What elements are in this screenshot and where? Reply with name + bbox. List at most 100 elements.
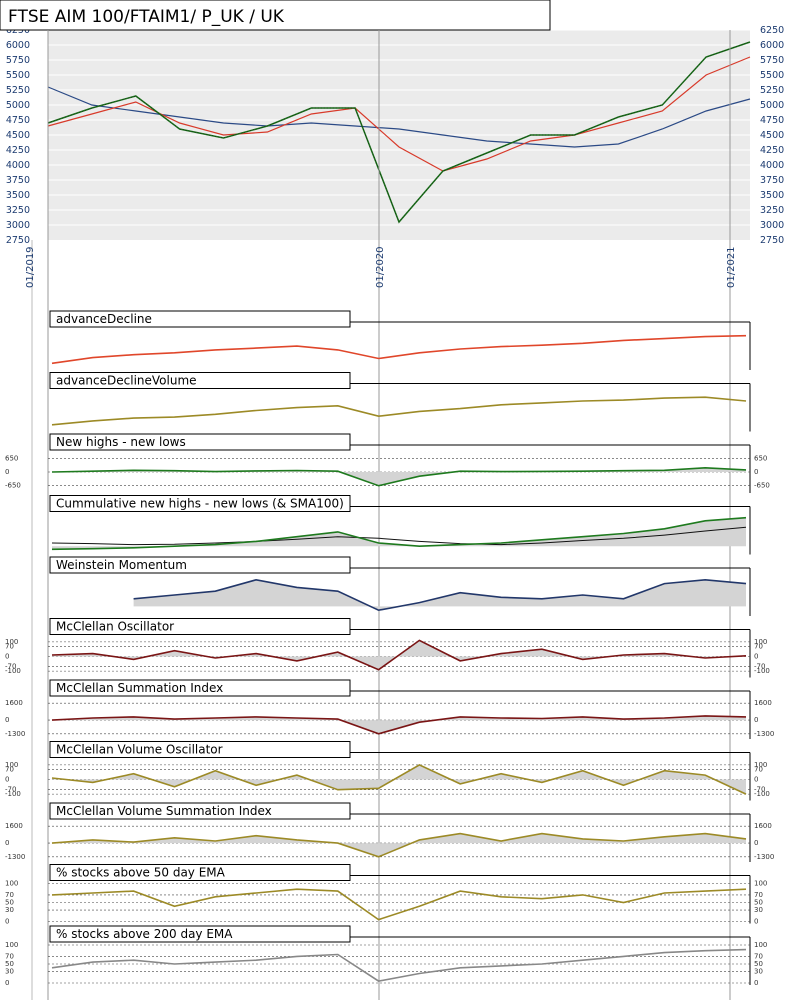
panel-area-fill bbox=[52, 715, 746, 734]
indicator-panel: advanceDecline bbox=[49, 310, 751, 370]
panel-tick-right: 50 bbox=[754, 960, 763, 968]
panel-tick-left: 0 bbox=[5, 653, 9, 661]
panel-tick-left: -1300 bbox=[5, 853, 25, 861]
panel-tick-right: 0 bbox=[754, 716, 758, 724]
indicator-panel: advanceDeclineVolume bbox=[49, 372, 751, 432]
price-lines bbox=[47, 41, 751, 224]
indicator-panel: McClellan Volume Summation Index 1600 1600… bbox=[5, 802, 774, 862]
panel-area-fill bbox=[52, 467, 746, 486]
price-tick-left-label: 4500 bbox=[6, 130, 30, 141]
date-axis-label: 01/2021 bbox=[726, 246, 737, 288]
panel-tick-right: 0 bbox=[754, 653, 758, 661]
panel-series-line bbox=[51, 466, 747, 487]
panel-tick-left: 0 bbox=[5, 468, 9, 476]
panel-series-line bbox=[133, 578, 747, 612]
panel-tick-left: -650 bbox=[5, 482, 21, 490]
panel-tick-left: 1600 bbox=[5, 699, 23, 707]
panel-title: advanceDecline bbox=[56, 312, 152, 326]
panel-tick-left: 100 bbox=[5, 761, 18, 769]
panel-title: New highs - new lows bbox=[56, 435, 186, 449]
panel-title-box bbox=[49, 679, 351, 697]
panel-series-line bbox=[51, 516, 747, 551]
indicator-panel: McClellan Summation Index 1600 1600 0 0 -1300… bbox=[5, 679, 774, 739]
indicator-panel: Weinstein Momentum bbox=[49, 556, 751, 616]
panel-title-box bbox=[49, 556, 351, 574]
price-tick-right-label: 5750 bbox=[760, 55, 784, 66]
date-axis-label: 01/2019 bbox=[25, 246, 36, 288]
panel-tick-left: 0 bbox=[5, 716, 9, 724]
panel-tick-right: -70 bbox=[754, 786, 765, 794]
price-tick-right-label: 5250 bbox=[760, 85, 784, 96]
panel-series-line bbox=[51, 639, 747, 671]
panel-title-box bbox=[49, 372, 351, 389]
panel-title: McClellan Volume Oscillator bbox=[56, 743, 223, 757]
price-tick-right-label: 5000 bbox=[760, 100, 784, 111]
panel-tick-left: -70 bbox=[5, 786, 16, 794]
panel-tick-right: -1300 bbox=[754, 853, 774, 861]
panel-tick-right: -650 bbox=[754, 482, 770, 490]
price-tick-right-label: 4000 bbox=[760, 160, 784, 171]
panel-tick-left: 50 bbox=[5, 960, 14, 968]
panel-tick-right: 50 bbox=[754, 899, 763, 907]
panel-tick-right: 70 bbox=[754, 642, 763, 650]
price-tick-left-label: 4250 bbox=[6, 145, 30, 156]
header-title: FTSE AIM 100/FTAIM1/ P_UK / UK bbox=[8, 7, 285, 27]
price-tick-right-label: 3250 bbox=[760, 205, 784, 216]
price-tick-right-label: 4250 bbox=[760, 145, 784, 156]
panel-tick-left: 100 bbox=[5, 638, 18, 646]
price-tick-left-label: 3750 bbox=[6, 175, 30, 186]
panel-tick-left: 70 bbox=[5, 952, 14, 960]
price-tick-right-label: 3500 bbox=[760, 190, 784, 201]
panel-tick-left: 100 bbox=[5, 941, 18, 949]
panel-title-box bbox=[49, 433, 351, 451]
price-candle-trace bbox=[47, 41, 751, 223]
panel-tick-left: -100 bbox=[5, 667, 21, 675]
panel-title-box bbox=[49, 741, 351, 758]
panel-tick-right: 1600 bbox=[754, 822, 772, 830]
indicator-panel: Cummulative new highs - new lows (& SMA1… bbox=[49, 495, 751, 555]
price-tick-left-label: 5750 bbox=[6, 55, 30, 66]
panel-title: advanceDeclineVolume bbox=[56, 374, 197, 388]
price-tick-right-label: 5500 bbox=[760, 70, 784, 81]
panel-tick-right: 0 bbox=[754, 918, 758, 926]
panel-tick-left: -1300 bbox=[5, 730, 25, 738]
panel-tick-right: 0 bbox=[754, 979, 758, 987]
price-tick-left-label: 5000 bbox=[6, 100, 30, 111]
panel-series-line bbox=[51, 396, 747, 426]
panel-tick-left: 70 bbox=[5, 891, 14, 899]
panel-tick-right: 100 bbox=[754, 880, 767, 888]
panel-tick-right: -1300 bbox=[754, 730, 774, 738]
panel-sma-line bbox=[51, 526, 747, 546]
panel-tick-left: 650 bbox=[5, 454, 18, 462]
panel-tick-left: -70 bbox=[5, 663, 16, 671]
price-tick-left-label: 6000 bbox=[6, 40, 30, 51]
panel-series-line bbox=[51, 763, 747, 795]
panel-tick-right: 70 bbox=[754, 952, 763, 960]
panel-tick-right: 0 bbox=[754, 468, 758, 476]
price-tick-left-label: 3250 bbox=[6, 205, 30, 216]
price-tick-right-label: 6000 bbox=[760, 40, 784, 51]
price-tick-left-label: 2750 bbox=[6, 235, 30, 246]
panel-tick-left: 0 bbox=[5, 979, 9, 987]
panel-series-line bbox=[51, 948, 747, 982]
panel-title-box bbox=[49, 618, 351, 635]
panel-tick-right: 1600 bbox=[754, 699, 772, 707]
price-tick-left-label: 4000 bbox=[6, 160, 30, 171]
price-tick-left-label: 4750 bbox=[6, 115, 30, 126]
panel-area-fill bbox=[133, 579, 747, 611]
panel-tick-right: 30 bbox=[754, 968, 763, 976]
panel-tick-left: 1600 bbox=[5, 822, 23, 830]
panel-title-box bbox=[49, 864, 351, 881]
panel-series-line bbox=[51, 888, 747, 921]
sma50-line bbox=[47, 56, 751, 172]
sma200-line bbox=[47, 86, 751, 148]
price-tick-right-label: 4750 bbox=[760, 115, 784, 126]
date-axis-label: 01/2020 bbox=[375, 246, 386, 288]
panel-tick-right: 0 bbox=[754, 776, 758, 784]
panel-tick-right: 0 bbox=[754, 839, 758, 847]
indicator-panel: New highs - new lows 650 650 0 0 -650 -650 bbox=[5, 433, 770, 493]
panel-tick-right: 30 bbox=[754, 906, 763, 914]
panel-tick-left: 0 bbox=[5, 776, 9, 784]
panel-title: Weinstein Momentum bbox=[56, 558, 187, 572]
